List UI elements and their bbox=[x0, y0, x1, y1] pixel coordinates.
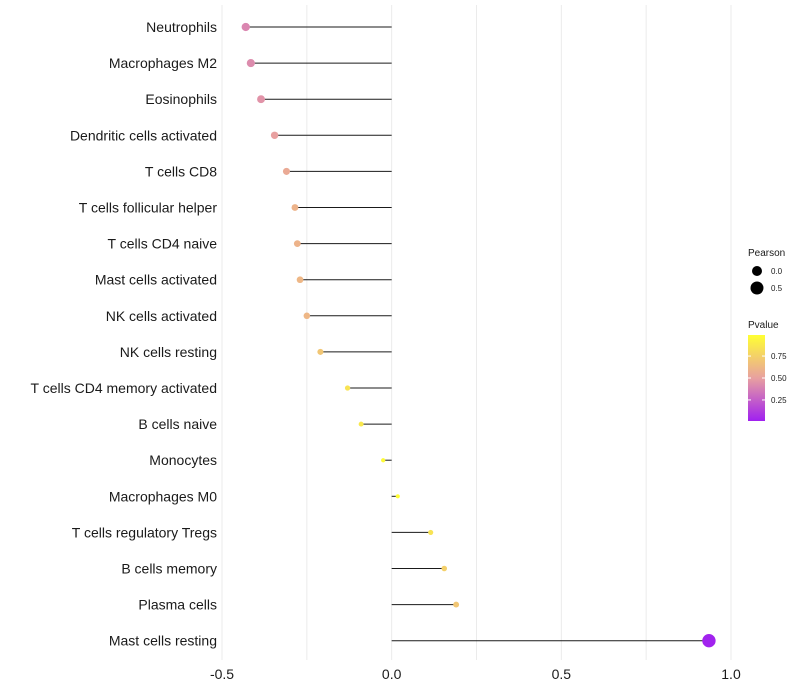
point-13 bbox=[395, 494, 400, 499]
point-12 bbox=[381, 458, 386, 463]
point-6 bbox=[293, 240, 301, 247]
category-label: T cells CD4 naive bbox=[108, 236, 218, 252]
point-16 bbox=[453, 601, 460, 608]
point-8 bbox=[303, 312, 311, 320]
lollipop-points bbox=[241, 22, 716, 648]
x-tick-label: 1.0 bbox=[721, 666, 741, 682]
category-label: T cells regulatory Tregs bbox=[72, 524, 217, 540]
size-legend-label: 0.5 bbox=[771, 284, 783, 293]
point-11 bbox=[358, 421, 364, 427]
size-legend-dot bbox=[752, 266, 762, 276]
category-label: B cells memory bbox=[121, 561, 217, 577]
point-1 bbox=[246, 59, 255, 68]
color-legend-title: Pvalue bbox=[748, 320, 779, 331]
category-label: T cells CD8 bbox=[145, 163, 217, 179]
x-tick-label: -0.5 bbox=[210, 666, 234, 682]
category-label: Plasma cells bbox=[138, 597, 217, 613]
category-label: NK cells resting bbox=[120, 344, 217, 360]
category-label: Eosinophils bbox=[145, 91, 217, 107]
category-label: Monocytes bbox=[149, 452, 217, 468]
category-label: T cells CD4 memory activated bbox=[31, 380, 217, 396]
category-label: Mast cells resting bbox=[109, 633, 217, 649]
point-7 bbox=[296, 276, 304, 284]
point-10 bbox=[344, 385, 351, 391]
category-label: Macrophages M2 bbox=[109, 55, 217, 71]
category-label: Dendritic cells activated bbox=[70, 127, 217, 143]
size-legend: Pearson 0.0 0.5 bbox=[748, 248, 785, 295]
grid-lines bbox=[221, 5, 732, 660]
size-legend-dot bbox=[750, 281, 764, 295]
color-legend-label: 0.25 bbox=[771, 396, 787, 405]
color-legend: Pvalue 0.75 0.50 0.25 bbox=[748, 320, 787, 421]
point-2 bbox=[257, 95, 265, 104]
lollipop-stems bbox=[245, 26, 709, 642]
category-label: Neutrophils bbox=[146, 19, 217, 35]
x-tick-label: 0.5 bbox=[552, 666, 572, 682]
point-5 bbox=[291, 204, 299, 211]
category-label: Mast cells activated bbox=[95, 272, 217, 288]
color-legend-label: 0.50 bbox=[771, 374, 787, 383]
point-15 bbox=[441, 565, 448, 572]
point-0 bbox=[241, 22, 250, 32]
point-14 bbox=[428, 529, 434, 535]
color-legend-gradient-bar bbox=[748, 335, 765, 421]
point-9 bbox=[317, 348, 324, 355]
point-17 bbox=[702, 634, 716, 648]
category-label: B cells naive bbox=[138, 416, 217, 432]
color-legend-label: 0.75 bbox=[771, 352, 787, 361]
category-label: NK cells activated bbox=[106, 308, 217, 324]
point-4 bbox=[282, 167, 291, 175]
size-legend-title: Pearson bbox=[748, 248, 785, 259]
x-tick-label: 0.0 bbox=[382, 666, 402, 682]
x-axis-ticks: -0.5 0.0 0.5 1.0 bbox=[210, 666, 741, 682]
size-legend-label: 0.0 bbox=[771, 267, 783, 276]
category-labels: Neutrophils Macrophages M2 Eosinophils Dend… bbox=[31, 19, 218, 649]
category-label: T cells follicular helper bbox=[79, 200, 218, 216]
point-3 bbox=[270, 131, 279, 140]
category-label: Macrophages M0 bbox=[109, 488, 217, 504]
